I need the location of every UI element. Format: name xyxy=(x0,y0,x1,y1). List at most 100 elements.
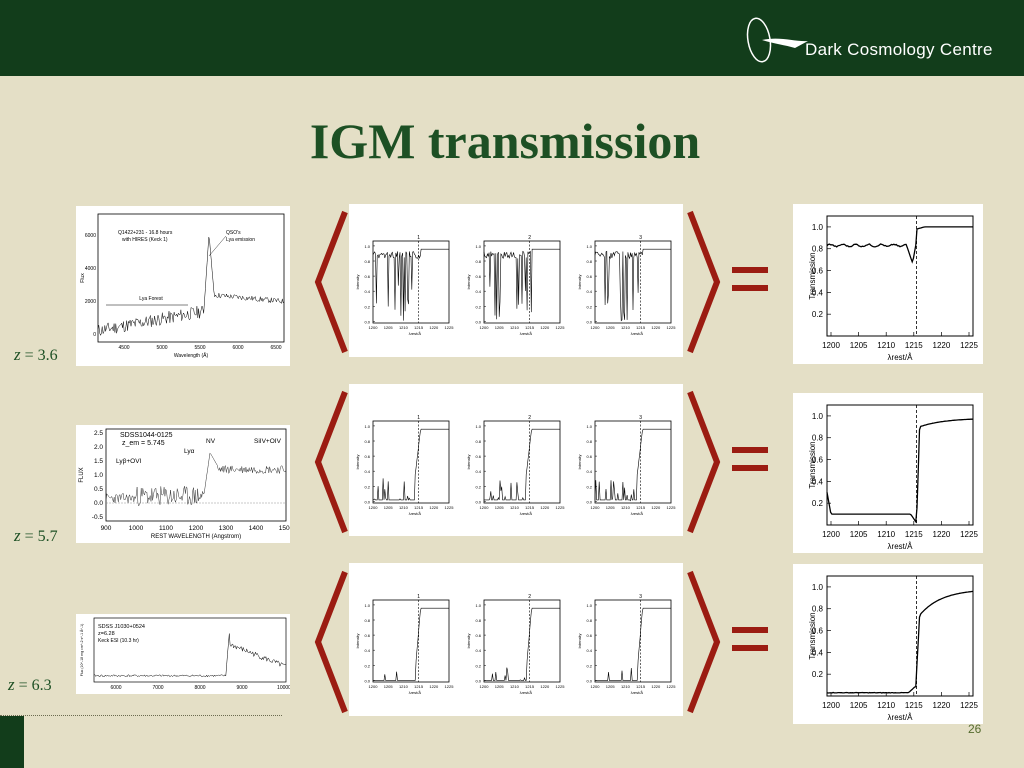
ytick-label: 0.6 xyxy=(364,633,370,638)
xtick-label: 1220 xyxy=(429,325,439,330)
brand-name: Dark Cosmology Centre xyxy=(805,40,993,59)
ytick-label: 1.5 xyxy=(94,458,103,465)
plot-frame xyxy=(594,420,672,504)
plot-frame xyxy=(594,599,672,683)
xtick-label: 1205 xyxy=(384,325,394,330)
xtick-label: 9000 xyxy=(236,685,247,691)
xtick-label: 1200 xyxy=(480,684,490,689)
xtick-label: 1220 xyxy=(933,530,951,539)
plot-frame xyxy=(93,617,287,683)
ytick-label: 0.6 xyxy=(475,454,481,459)
ytick-label: 0.0 xyxy=(364,678,370,683)
ytick-label: 0.2 xyxy=(475,484,481,489)
xtick-label: 1220 xyxy=(429,684,439,689)
xtick-label: 1220 xyxy=(540,325,550,330)
spectrum-flux-line xyxy=(93,633,287,678)
annotation-label: with HIRES (Keck 1) xyxy=(122,237,168,243)
xtick-label: 1225 xyxy=(960,701,978,710)
dcc-logo-icon xyxy=(746,17,808,63)
xtick-label: 1210 xyxy=(877,341,895,350)
yaxis-label: Flux xyxy=(80,273,86,283)
transmission-plot: 0.2 0.4 0.6 0.8 1.0 1200 1205 1210 1215 1220 1225 λ… xyxy=(808,215,978,362)
xtick-label: 1215 xyxy=(905,530,923,539)
yaxis-label: Flux (10^-18 erg cm^-2 s^-1 Å^-1) xyxy=(79,624,84,676)
xtick-label: 1225 xyxy=(445,684,455,689)
xtick-label: 1210 xyxy=(877,701,895,710)
xtick-label: 1215 xyxy=(905,341,923,350)
footer-divider xyxy=(0,715,282,716)
ytick-label: 0.6 xyxy=(586,274,592,279)
ytick-label: 1.0 xyxy=(94,472,103,479)
ytick-label: 0.4 xyxy=(475,469,481,474)
quasar-name: SDSS1044-0125 xyxy=(120,432,173,439)
xtick-label: 1215 xyxy=(525,325,535,330)
xtick-label: 1210 xyxy=(621,325,631,330)
quasar-name: SDSS J1030+0524 xyxy=(98,624,145,630)
ytick-label: 0.2 xyxy=(812,670,824,679)
xtick-label: 6500 xyxy=(270,345,281,351)
ytick-label: 0.4 xyxy=(475,648,481,653)
z-symbol: z xyxy=(8,675,15,694)
xtick-label: 1200 xyxy=(480,505,490,510)
ytick-label: 0.6 xyxy=(475,633,481,638)
sightline-number: 2 xyxy=(528,415,531,421)
annotation-label: QSO's xyxy=(226,230,241,236)
xtick-label: 1220 xyxy=(540,684,550,689)
footer-corner xyxy=(0,716,24,768)
annotation-arrow xyxy=(208,235,227,257)
xtick-label: 1215 xyxy=(414,684,424,689)
ytick-label: 0.6 xyxy=(812,456,824,465)
xtick-label: 1200 xyxy=(369,684,379,689)
ytick-label: 0.2 xyxy=(586,484,592,489)
ytick-label: 0.8 xyxy=(364,439,370,444)
spectrum-flux-line xyxy=(97,237,285,336)
plot-frame xyxy=(826,404,974,526)
xtick-label: 7000 xyxy=(152,685,163,691)
xtick-label: 5000 xyxy=(156,345,167,351)
xtick-label: 1215 xyxy=(525,505,535,510)
emission-label: Lyα xyxy=(184,448,195,455)
spectrum-plot: 0 2000 4000 6000 4500 5000 5500 6000 6500 Wavelen… xyxy=(80,213,285,359)
ytick-label: 0.4 xyxy=(586,469,592,474)
xtick-label: 1500 xyxy=(279,525,290,532)
ytick-label: 4000 xyxy=(85,266,96,272)
transmission-curve xyxy=(826,226,973,264)
annotation-label: Q1422+231 - 16.8 hours xyxy=(118,230,173,236)
redshift-label: z_em = 5.745 xyxy=(122,440,165,447)
ytick-label: 0.2 xyxy=(475,304,481,309)
ytick-label: 6000 xyxy=(85,233,96,239)
xtick-label: 1225 xyxy=(556,684,566,689)
ytick-label: 0.8 xyxy=(586,259,592,264)
ytick-label: 2.0 xyxy=(94,444,103,451)
xaxis-label: λrest/Å xyxy=(631,331,644,336)
xtick-label: 1100 xyxy=(159,525,173,532)
xtick-label: 1225 xyxy=(667,505,677,510)
z-symbol: z xyxy=(14,345,21,364)
xtick-label: 1210 xyxy=(621,505,631,510)
xaxis-label: λrest/Å xyxy=(520,511,533,516)
transmission-plot: 0.2 0.4 0.6 0.8 1.0 1200 1205 1210 1215 1220 1225 λ… xyxy=(808,575,978,722)
ytick-label: 0.8 xyxy=(364,618,370,623)
sightline-panel-row3: 0.0 0.2 0.4 0.6 0.8 1.0 1200 1205 1210 1215 1220 12… xyxy=(349,563,683,716)
xtick-label: 1215 xyxy=(905,701,923,710)
xtick-label: 10000 xyxy=(277,685,290,691)
xaxis-label: λrest/Å xyxy=(409,511,422,516)
ytick-label: 1.0 xyxy=(475,424,481,429)
forest-label: Lya Forest xyxy=(139,296,163,302)
xaxis-label: REST WAVELENGTH (Angstrom) xyxy=(151,534,241,540)
sightline-number: 3 xyxy=(639,415,642,421)
xtick-label: 1220 xyxy=(651,505,661,510)
xtick-label: 1205 xyxy=(384,505,394,510)
ytick-label: 0.2 xyxy=(475,663,481,668)
slide-title: IGM transmission xyxy=(309,113,701,169)
plot-frame xyxy=(372,240,450,324)
ytick-label: 0.0 xyxy=(364,499,370,504)
transmission-plot: 0.2 0.4 0.6 0.8 1.0 1200 1205 1210 1215 1220 1225 λ… xyxy=(808,404,978,551)
yaxis-label: Transmission xyxy=(808,441,817,488)
ytick-label: 1.0 xyxy=(364,603,370,608)
ytick-label: 0.2 xyxy=(364,663,370,668)
sightline-flux-line xyxy=(484,428,560,501)
xtick-label: 1215 xyxy=(525,684,535,689)
